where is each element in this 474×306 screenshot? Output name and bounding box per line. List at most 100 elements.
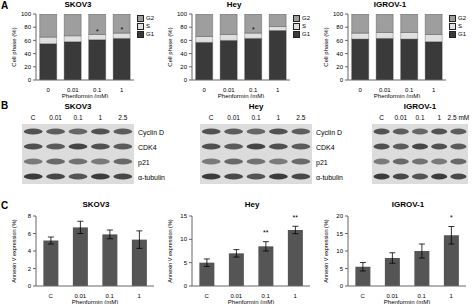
svg-text:Cyclin D: Cyclin D — [138, 129, 164, 137]
svg-text:p21: p21 — [316, 159, 328, 167]
svg-text:60: 60 — [336, 38, 343, 44]
svg-text:*: * — [96, 28, 99, 35]
svg-text:*: * — [252, 26, 255, 33]
svg-text:60: 60 — [180, 38, 187, 44]
svg-text:0.1: 0.1 — [93, 87, 102, 94]
svg-text:Phenformin (mM): Phenformin (mM) — [384, 299, 430, 304]
svg-text:α-tubulin: α-tubulin — [138, 174, 165, 181]
svg-text:1: 1 — [276, 87, 280, 93]
svg-text:0: 0 — [203, 87, 207, 93]
svg-text:20: 20 — [24, 64, 31, 70]
svg-text:C: C — [379, 114, 384, 121]
svg-text:100: 100 — [21, 11, 32, 17]
svg-text:Phenformin (mM): Phenformin (mM) — [62, 93, 108, 98]
svg-text:0: 0 — [184, 283, 188, 289]
svg-text:1: 1 — [450, 293, 454, 299]
svg-text:80: 80 — [180, 24, 187, 30]
svg-text:Hey: Hey — [249, 102, 264, 111]
svg-text:2: 2 — [28, 266, 32, 272]
svg-text:α-tubulin: α-tubulin — [316, 174, 343, 181]
svg-text:0.01: 0.01 — [222, 87, 235, 94]
svg-text:0.1: 0.1 — [73, 114, 82, 121]
svg-text:0.1: 0.1 — [415, 114, 424, 121]
svg-text:0.01: 0.01 — [49, 114, 62, 121]
html-text:SKOV3: SKOV3 — [82, 200, 110, 209]
html-text:A: A — [1, 0, 9, 11]
svg-text:1: 1 — [294, 293, 298, 299]
svg-text:0: 0 — [28, 283, 32, 289]
svg-text:*: * — [450, 214, 453, 221]
svg-text:1: 1 — [437, 114, 441, 121]
svg-text:CDK4: CDK4 — [316, 144, 335, 151]
svg-text:0: 0 — [28, 77, 32, 83]
svg-text:100: 100 — [177, 11, 188, 17]
svg-text:0.1: 0.1 — [251, 114, 260, 121]
svg-text:C: C — [209, 114, 214, 121]
svg-text:Phenformin (mM): Phenformin (mM) — [374, 93, 420, 98]
svg-text:15: 15 — [336, 231, 343, 237]
svg-text:2.5: 2.5 — [118, 114, 127, 121]
html-text:B: B — [1, 100, 9, 111]
svg-text:15: 15 — [180, 213, 187, 219]
svg-text:Cyclin D: Cyclin D — [316, 129, 342, 137]
html-text:IGROV-1: IGROV-1 — [373, 0, 407, 9]
svg-text:10: 10 — [336, 248, 343, 254]
svg-text:p21: p21 — [138, 159, 150, 167]
svg-text:2.5 mM: 2.5 mM — [448, 114, 466, 121]
svg-text:20: 20 — [180, 64, 187, 70]
svg-text:Phenformin (mM): Phenformin (mM) — [72, 299, 118, 304]
svg-text:1: 1 — [138, 293, 142, 299]
svg-text:0.01: 0.01 — [227, 114, 240, 121]
svg-text:40: 40 — [180, 51, 187, 57]
svg-text:0: 0 — [47, 87, 51, 93]
html-text:Hey: Hey — [226, 0, 242, 9]
svg-text:8: 8 — [28, 213, 32, 219]
svg-text:C: C — [205, 293, 210, 299]
svg-text:C: C — [31, 114, 36, 121]
svg-text:1: 1 — [120, 87, 124, 93]
svg-text:IGROV-1: IGROV-1 — [404, 102, 437, 111]
svg-text:Annexin V expression (%): Annexin V expression (%) — [167, 219, 173, 282]
html-text:Hey: Hey — [244, 200, 260, 209]
html-text:IGROV-1: IGROV-1 — [391, 200, 425, 209]
html-text:C: C — [1, 200, 9, 211]
svg-text:40: 40 — [336, 51, 343, 57]
svg-text:Cell phase (%): Cell phase (%) — [323, 27, 329, 66]
svg-text:C: C — [361, 293, 366, 299]
svg-text:SKOV3: SKOV3 — [64, 102, 92, 111]
svg-text:0: 0 — [184, 77, 188, 83]
svg-text:Cell phase (%): Cell phase (%) — [11, 27, 17, 66]
svg-text:20: 20 — [336, 64, 343, 70]
svg-text:Phenformin (mM): Phenformin (mM) — [218, 93, 264, 98]
svg-text:80: 80 — [24, 24, 31, 30]
svg-text:**: ** — [263, 229, 269, 236]
svg-text:10: 10 — [180, 236, 187, 242]
svg-text:**: ** — [293, 214, 299, 221]
svg-text:100: 100 — [333, 11, 344, 17]
svg-text:Phenformin (mM): Phenformin (mM) — [228, 299, 274, 304]
svg-text:0: 0 — [340, 283, 344, 289]
svg-text:Cell phase (%): Cell phase (%) — [167, 27, 173, 66]
svg-text:80: 80 — [336, 24, 343, 30]
svg-text:*: * — [120, 26, 123, 33]
svg-text:40: 40 — [24, 51, 31, 57]
svg-text:1: 1 — [99, 114, 103, 121]
svg-text:CDK4: CDK4 — [138, 144, 157, 151]
svg-text:20: 20 — [336, 213, 343, 219]
svg-text:Annexin V expression (%): Annexin V expression (%) — [11, 219, 17, 282]
svg-text:0.01: 0.01 — [66, 87, 79, 94]
svg-text:5: 5 — [340, 266, 344, 272]
svg-text:0: 0 — [340, 77, 344, 83]
svg-text:1: 1 — [277, 114, 281, 121]
svg-text:0.01: 0.01 — [394, 114, 407, 121]
html-text:SKOV3: SKOV3 — [64, 0, 92, 9]
svg-text:1: 1 — [432, 87, 436, 93]
svg-text:6: 6 — [28, 231, 32, 237]
svg-text:5: 5 — [184, 260, 188, 266]
svg-text:4: 4 — [28, 248, 32, 254]
svg-text:2.5: 2.5 — [296, 114, 305, 121]
svg-text:Annexin V expression (%): Annexin V expression (%) — [323, 219, 329, 282]
svg-text:0: 0 — [359, 87, 363, 93]
svg-text:C: C — [49, 293, 54, 299]
svg-text:60: 60 — [24, 38, 31, 44]
